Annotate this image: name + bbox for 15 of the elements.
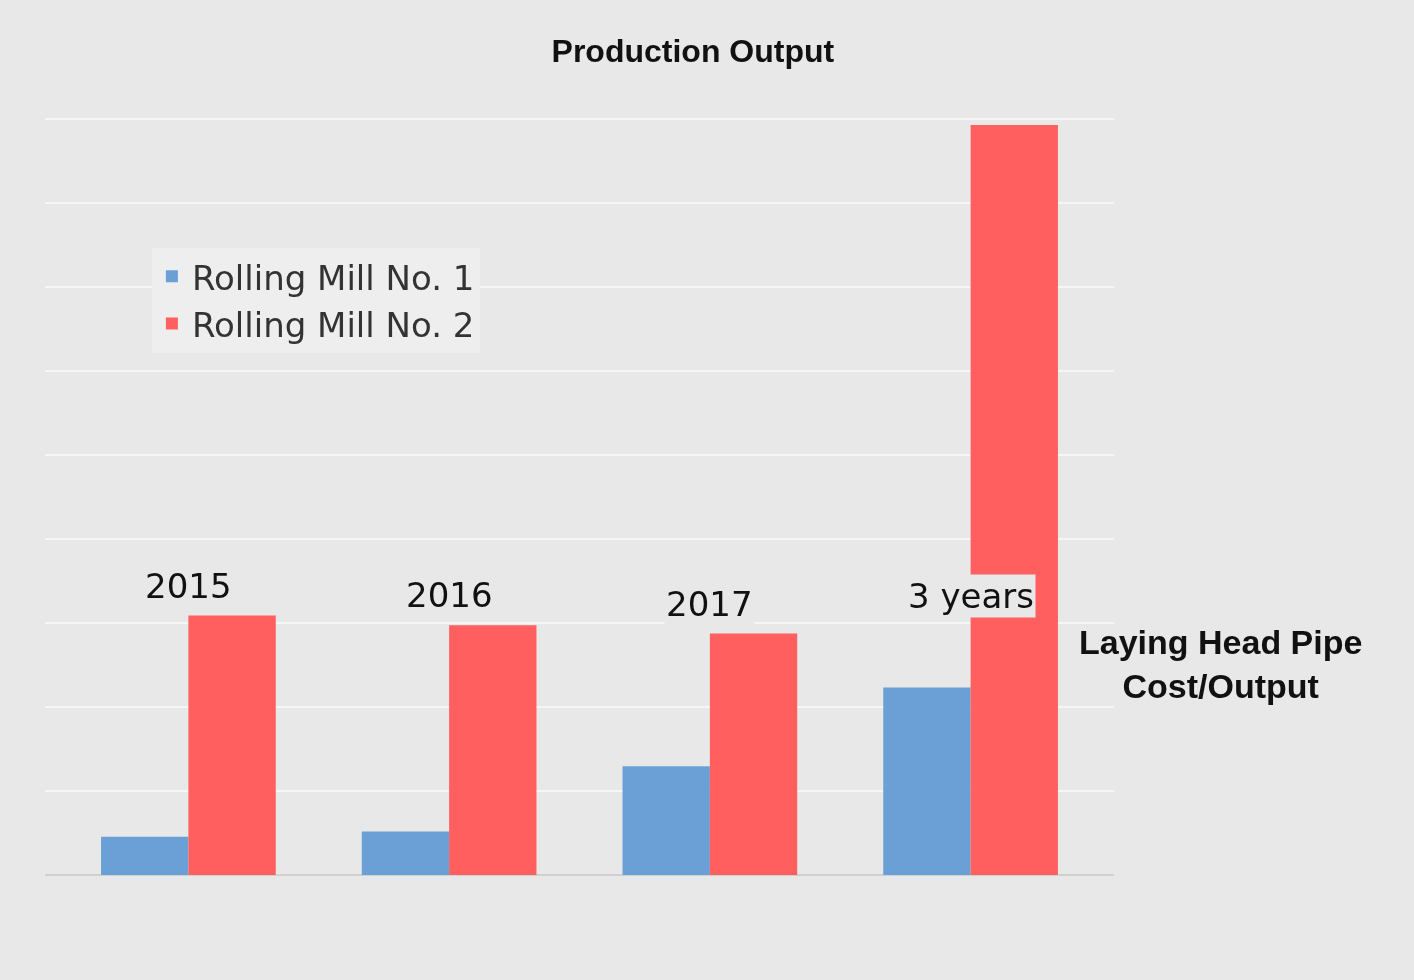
x-tick-label: 2016 — [406, 575, 493, 615]
bar — [188, 615, 276, 875]
bar — [709, 633, 798, 875]
x-tick-label: 3 years — [908, 576, 1035, 616]
bar — [361, 831, 450, 875]
x-tick-label: 2015 — [145, 566, 232, 606]
legend-label: Rolling Mill No. 2 — [191, 304, 475, 345]
annotation: Laying Head Pipe Cost/Output — [1079, 623, 1363, 706]
bar — [449, 625, 537, 875]
legend-label: Rolling Mill No. 1 — [191, 257, 475, 298]
bar — [883, 687, 971, 875]
chart-title: Production Output — [551, 32, 835, 69]
bar — [101, 836, 189, 875]
bar — [622, 766, 710, 875]
x-tick-label: 2017 — [666, 584, 753, 624]
